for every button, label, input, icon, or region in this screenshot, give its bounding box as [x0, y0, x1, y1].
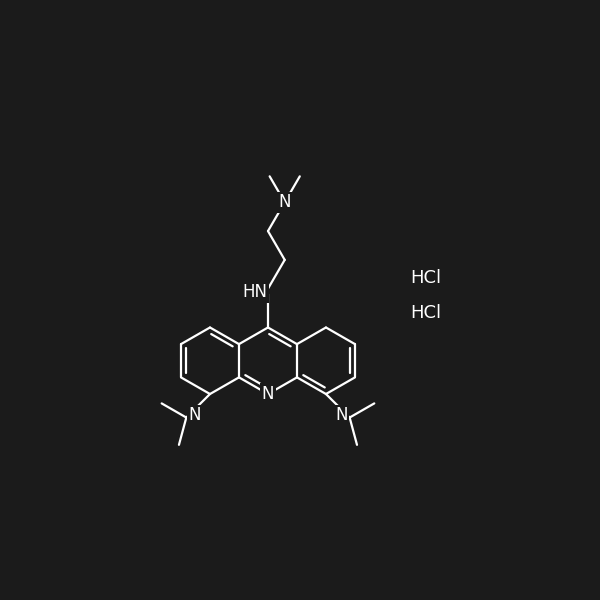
Text: N: N	[278, 193, 291, 211]
Text: N: N	[188, 406, 201, 424]
Text: N: N	[335, 406, 347, 424]
Text: HCl: HCl	[410, 304, 441, 322]
Text: N: N	[262, 385, 274, 403]
Text: HN: HN	[242, 283, 268, 301]
Text: HCl: HCl	[410, 269, 441, 287]
